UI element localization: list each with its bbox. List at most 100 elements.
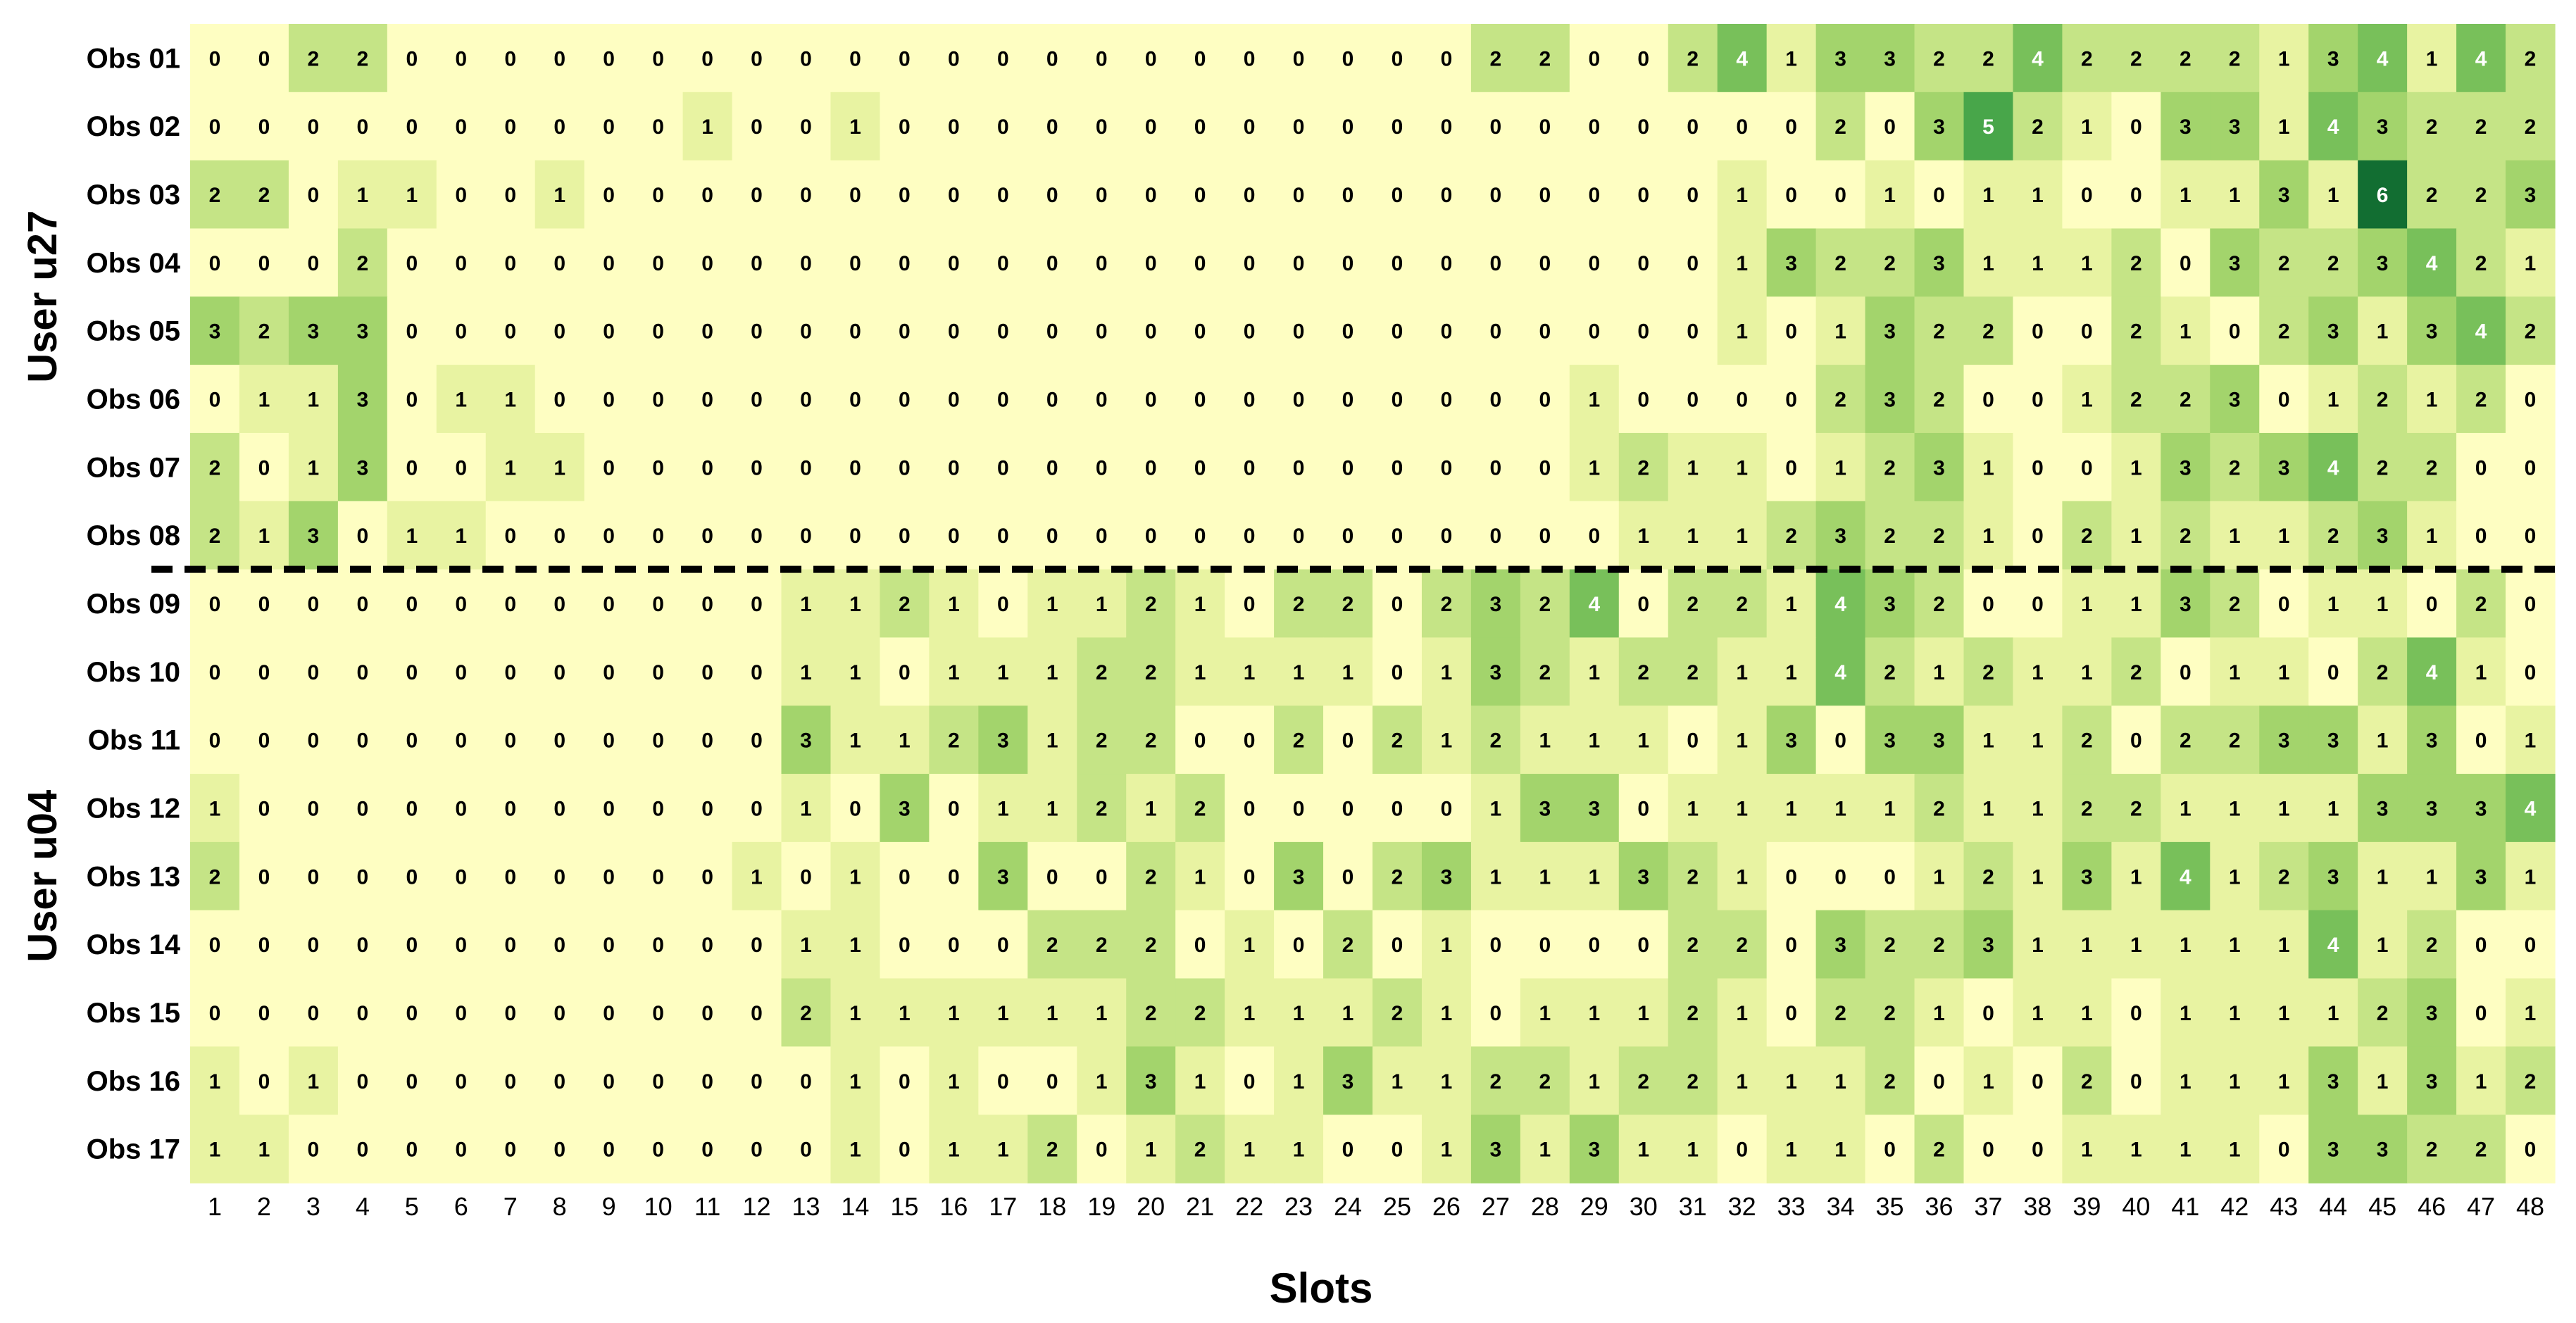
heatmap-cell bbox=[1914, 841, 1965, 911]
cell-value-label: 0 bbox=[1392, 184, 1403, 207]
heatmap-cell bbox=[584, 978, 634, 1047]
heatmap-cell bbox=[534, 841, 585, 911]
cell-value-label: 0 bbox=[209, 389, 221, 412]
cell-value-label: 0 bbox=[603, 1070, 615, 1093]
cell-value-label: 1 bbox=[2081, 593, 2093, 616]
heatmap-cell bbox=[682, 228, 733, 297]
heatmap-cell bbox=[1323, 160, 1373, 230]
heatmap-cell bbox=[781, 841, 832, 911]
cell-value-label: 1 bbox=[1441, 1070, 1453, 1093]
heatmap-cell bbox=[2210, 774, 2260, 843]
cell-value-label: 0 bbox=[1933, 1070, 1945, 1093]
row-label: Obs 02 bbox=[87, 111, 180, 142]
heatmap-cell bbox=[633, 569, 684, 639]
cell-value-label: 3 bbox=[1884, 593, 1896, 616]
cell-value-label: 0 bbox=[1637, 184, 1649, 207]
heatmap-cell bbox=[1274, 978, 1324, 1047]
cell-value-label: 0 bbox=[455, 661, 467, 684]
heatmap-cell bbox=[1077, 774, 1127, 843]
heatmap-cell bbox=[2013, 706, 2063, 775]
cell-value-label: 1 bbox=[948, 593, 960, 616]
heatmap-cell bbox=[2308, 978, 2358, 1047]
heatmap-cell bbox=[337, 1115, 388, 1184]
heatmap-cell bbox=[2210, 1115, 2260, 1184]
heatmap-cell bbox=[1914, 501, 1965, 570]
cell-value-label: 0 bbox=[1342, 47, 1354, 70]
heatmap-cell bbox=[1815, 24, 1866, 93]
cell-value-label: 0 bbox=[948, 320, 960, 344]
column-label: 24 bbox=[1334, 1192, 1362, 1221]
heatmap-cell bbox=[1225, 978, 1275, 1047]
heatmap-cell bbox=[1766, 910, 1817, 979]
heatmap-cell bbox=[880, 501, 930, 570]
cell-value-label: 2 bbox=[1884, 1002, 1896, 1025]
cell-value-label: 0 bbox=[504, 661, 516, 684]
cell-value-label: 3 bbox=[1785, 729, 1797, 753]
cell-value-label: 0 bbox=[2081, 320, 2093, 344]
cell-value-label: 2 bbox=[2081, 797, 2093, 820]
cell-value-label: 1 bbox=[2229, 797, 2241, 820]
cell-value-label: 0 bbox=[406, 934, 418, 957]
heatmap-cell bbox=[190, 774, 240, 843]
cell-value-label: 0 bbox=[1046, 252, 1058, 275]
cell-value-label: 0 bbox=[800, 456, 812, 479]
heatmap-cell bbox=[2111, 92, 2161, 161]
heatmap-cell bbox=[1373, 637, 1423, 706]
cell-value-label: 3 bbox=[1933, 729, 1945, 753]
heatmap-cell bbox=[880, 365, 930, 434]
cell-value-label: 0 bbox=[603, 865, 615, 889]
cell-value-label: 1 bbox=[1441, 1139, 1453, 1162]
heatmap-cell bbox=[2161, 228, 2211, 297]
cell-value-label: 0 bbox=[899, 525, 911, 548]
heatmap-cell bbox=[1126, 228, 1176, 297]
cell-value-label: 2 bbox=[2229, 456, 2241, 479]
heatmap-cell bbox=[880, 841, 930, 911]
cell-value-label: 0 bbox=[1293, 184, 1305, 207]
column-label: 48 bbox=[2516, 1192, 2544, 1221]
cell-value-label: 2 bbox=[1145, 729, 1157, 753]
heatmap-cell bbox=[633, 160, 684, 230]
heatmap-cell bbox=[1815, 978, 1866, 1047]
heatmap-cell bbox=[929, 160, 979, 230]
cell-value-label: 0 bbox=[1490, 1002, 1502, 1025]
cell-value-label: 0 bbox=[701, 184, 713, 207]
heatmap-cell bbox=[682, 501, 733, 570]
heatmap-cell bbox=[584, 296, 634, 365]
cell-value-label: 0 bbox=[603, 389, 615, 412]
heatmap-cell bbox=[633, 24, 684, 93]
heatmap-cell bbox=[682, 92, 733, 161]
cell-value-label: 0 bbox=[800, 115, 812, 139]
cell-value-label: 1 bbox=[209, 797, 221, 820]
heatmap-cell bbox=[1865, 910, 1915, 979]
cell-value-label: 1 bbox=[948, 661, 960, 684]
heatmap-cell bbox=[2407, 24, 2457, 93]
heatmap-cell bbox=[288, 841, 339, 911]
heatmap-cell bbox=[1077, 365, 1127, 434]
heatmap-cell bbox=[1963, 92, 2014, 161]
cell-value-label: 1 bbox=[2032, 252, 2044, 275]
heatmap-cell bbox=[584, 706, 634, 775]
cell-value-label: 1 bbox=[1046, 729, 1058, 753]
cell-value-label: 0 bbox=[455, 934, 467, 957]
cell-value-label: 1 bbox=[1194, 661, 1206, 684]
cell-value-label: 0 bbox=[1490, 525, 1502, 548]
heatmap-cell bbox=[239, 978, 289, 1047]
cell-value-label: 0 bbox=[1785, 389, 1797, 412]
cell-value-label: 0 bbox=[1293, 389, 1305, 412]
cell-value-label: 0 bbox=[652, 456, 664, 479]
cell-value-label: 0 bbox=[406, 1002, 418, 1025]
heatmap-cell bbox=[2161, 910, 2211, 979]
cell-value-label: 4 bbox=[2032, 47, 2044, 70]
cell-value-label: 0 bbox=[1046, 184, 1058, 207]
cell-value-label: 3 bbox=[2180, 456, 2192, 479]
cell-value-label: 0 bbox=[1145, 252, 1157, 275]
heatmap-cell bbox=[978, 910, 1028, 979]
cell-value-label: 0 bbox=[357, 797, 369, 820]
heatmap-cell bbox=[633, 1046, 684, 1115]
heatmap-cell bbox=[337, 706, 388, 775]
cell-value-label: 0 bbox=[308, 252, 320, 275]
cell-value-label: 0 bbox=[2130, 1070, 2142, 1093]
cell-value-label: 0 bbox=[652, 525, 664, 548]
cell-value-label: 3 bbox=[1982, 934, 1994, 957]
cell-value-label: 1 bbox=[2525, 865, 2537, 889]
